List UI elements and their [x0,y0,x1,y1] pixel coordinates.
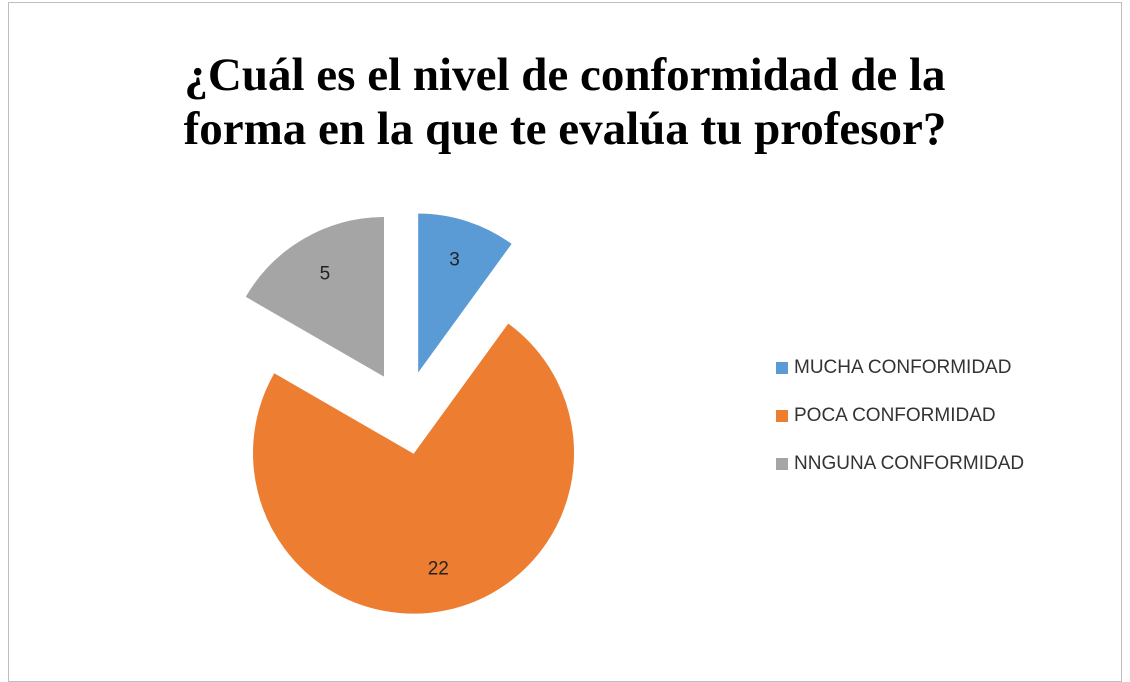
pie-slice [244,215,385,379]
legend-label: NNGUNA CONFORMIDAD [794,453,1024,474]
legend-swatch [776,362,788,374]
pie-slice [417,212,514,376]
chart-title: ¿Cuál es el nivel de conformidad de la f… [183,49,947,155]
legend-swatch [776,458,788,470]
legend-label: POCA CONFORMIDAD [794,405,996,426]
data-label: 3 [449,250,460,271]
data-label: 5 [320,263,331,284]
legend-label: MUCHA CONFORMIDAD [794,357,1011,378]
legend-swatch [776,410,788,422]
data-label: 22 [428,559,449,580]
pie-slice [252,322,575,615]
